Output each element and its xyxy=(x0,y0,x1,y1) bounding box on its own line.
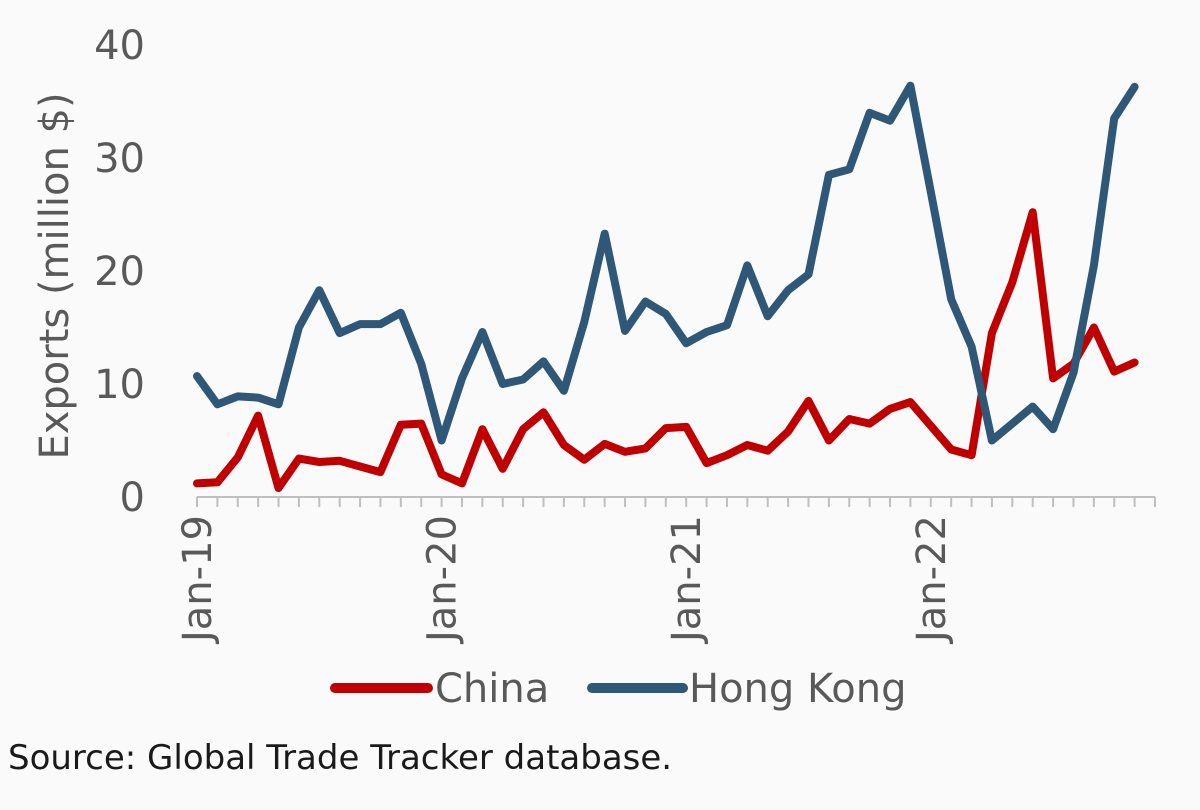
x-tick-label: Jan-20 xyxy=(420,515,466,645)
legend-label-china: China xyxy=(435,666,549,712)
series-lines xyxy=(193,81,1139,492)
y-tick-label: 20 xyxy=(94,249,145,295)
x-axis: Jan-19 Jan-20 Jan-21 Jan-22 xyxy=(175,496,1156,645)
y-tick-label: 30 xyxy=(94,136,145,182)
y-tick-label: 10 xyxy=(94,362,145,408)
y-axis-title: Exports (million $) xyxy=(32,92,78,459)
y-axis-ticks: 0 10 20 30 40 xyxy=(94,23,145,521)
source-note: Source: Global Trade Tracker database. xyxy=(8,738,673,778)
series-line-hong-kong xyxy=(193,81,1139,445)
x-tick-label: Jan-21 xyxy=(664,515,710,645)
y-tick-label: 40 xyxy=(94,23,145,69)
x-tick-label: Jan-19 xyxy=(175,515,221,645)
y-tick-label: 0 xyxy=(120,475,145,521)
legend: China Hong Kong xyxy=(330,666,906,712)
legend-label-hong-kong: Hong Kong xyxy=(689,666,906,712)
series-line-china xyxy=(193,208,1139,492)
x-tick-label: Jan-22 xyxy=(909,515,955,645)
